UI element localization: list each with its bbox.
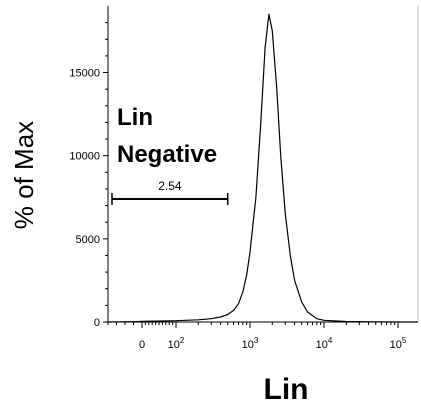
gate: Lin Negative 2.54 xyxy=(111,104,229,205)
x-axis-label: Lin xyxy=(264,373,309,406)
x-tick-label: 0 xyxy=(139,339,145,351)
x-tick-label: 102 xyxy=(168,336,185,351)
y-tick-label: 15000 xyxy=(69,68,100,80)
y-tick-label: 0 xyxy=(94,317,100,329)
gate-title-line2: Negative xyxy=(117,141,217,168)
y-axis-label: % of Max xyxy=(9,121,39,229)
y-axis-ticks: 0 5000 10000 15000 xyxy=(69,22,108,329)
x-tick-label: 103 xyxy=(242,336,259,351)
x-axis-ticks: 0 102 103 104 105 xyxy=(107,322,407,351)
series-layer xyxy=(107,13,418,323)
gate-value-label: 2.54 xyxy=(158,179,182,193)
y-tick-label: 10000 xyxy=(69,151,100,163)
gate-title-line1: Lin xyxy=(117,104,153,131)
x-tick-label: 105 xyxy=(390,336,407,351)
y-tick-label: 5000 xyxy=(76,234,100,246)
x-tick-label: 104 xyxy=(316,336,333,351)
histogram-curve xyxy=(107,13,418,323)
